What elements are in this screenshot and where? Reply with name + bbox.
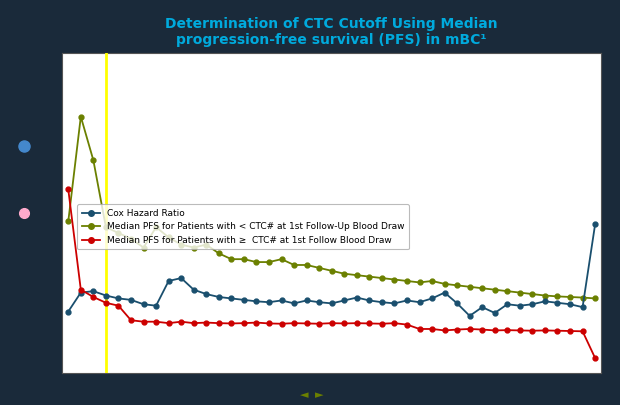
Title: Determination of CTC Cutoff Using Median
progression-free survival (PFS) in mBC¹: Determination of CTC Cutoff Using Median…	[166, 17, 498, 47]
Text: ◄: ◄	[299, 390, 308, 400]
Text: ►: ►	[315, 390, 324, 400]
Legend: Cox Hazard Ratio, Median PFS for Patients with < CTC# at 1st Follow-Up Blood Dra: Cox Hazard Ratio, Median PFS for Patient…	[78, 205, 409, 249]
